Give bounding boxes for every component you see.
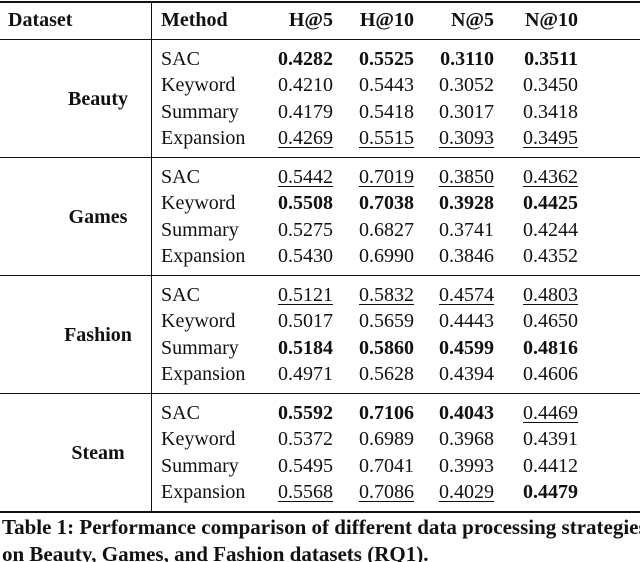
metric-value: 0.5568 xyxy=(278,481,333,504)
metric-value: 0.4244 xyxy=(523,218,578,241)
metric-value: 0.6827 xyxy=(359,218,414,241)
metric-value: 0.4443 xyxy=(439,310,494,333)
method-name: Summary xyxy=(161,454,239,477)
metric-value: 0.3968 xyxy=(439,428,494,451)
method-name: Expansion xyxy=(161,245,246,268)
metric-value: 0.5515 xyxy=(359,127,414,150)
metric-value: 0.4803 xyxy=(523,284,578,306)
metric-value: 0.3450 xyxy=(523,74,578,97)
metric-value: 0.4599 xyxy=(439,336,494,359)
column-header: H@10 xyxy=(359,9,414,31)
dataset-name: Fashion xyxy=(64,324,132,346)
method-name: Summary xyxy=(161,218,239,241)
method-name: Summary xyxy=(161,100,239,123)
column-header: Dataset xyxy=(8,9,73,31)
metric-value: 0.5430 xyxy=(278,245,333,268)
metric-value: 0.4425 xyxy=(523,192,578,215)
column-header: N@5 xyxy=(450,9,494,31)
metric-value: 0.4029 xyxy=(439,481,494,504)
metric-value: 0.4412 xyxy=(523,454,578,477)
header-rule xyxy=(0,39,640,41)
method-name: SAC xyxy=(161,48,200,70)
metric-value: 0.4650 xyxy=(523,310,578,333)
metric-value: 0.6990 xyxy=(359,245,414,268)
method-name: SAC xyxy=(161,284,200,306)
metric-value: 0.5495 xyxy=(278,454,333,477)
metric-value: 0.7038 xyxy=(359,192,414,215)
metric-value: 0.5121 xyxy=(278,284,333,306)
metric-value: 0.5832 xyxy=(359,284,414,306)
bottom-rule xyxy=(0,511,640,513)
method-name: Expansion xyxy=(161,481,246,504)
metric-value: 0.4469 xyxy=(523,402,578,424)
metric-value: 0.4479 xyxy=(523,481,578,504)
metric-value: 0.3110 xyxy=(440,48,494,70)
metric-value: 0.7019 xyxy=(359,166,414,188)
column-header: N@10 xyxy=(524,9,578,31)
metric-value: 0.5442 xyxy=(278,166,333,188)
metric-value: 0.4043 xyxy=(439,402,494,424)
method-name: Keyword xyxy=(161,74,236,97)
metric-value: 0.7041 xyxy=(359,454,414,477)
method-name: Summary xyxy=(161,336,239,359)
metric-value: 0.5659 xyxy=(359,310,414,333)
metric-value: 0.4391 xyxy=(523,428,578,451)
method-name: Keyword xyxy=(161,192,236,215)
method-name: SAC xyxy=(161,402,200,424)
metric-value: 0.7086 xyxy=(359,481,414,504)
metric-value: 0.3741 xyxy=(439,218,494,241)
metric-value: 0.3511 xyxy=(524,48,578,70)
metric-value: 0.3093 xyxy=(439,127,494,150)
metric-value: 0.5443 xyxy=(359,74,414,97)
metric-value: 0.4394 xyxy=(439,363,494,386)
metric-value: 0.5372 xyxy=(278,428,333,451)
metric-value: 0.4971 xyxy=(278,363,333,386)
column-rule xyxy=(151,1,153,513)
column-header: H@5 xyxy=(288,9,333,31)
caption: Table 1: Performance comparison of diffe… xyxy=(2,515,640,562)
metric-value: 0.5592 xyxy=(278,402,333,424)
top-rule xyxy=(0,1,640,3)
metric-value: 0.4269 xyxy=(278,127,333,150)
dataset-name: Games xyxy=(68,206,128,228)
metric-value: 0.4606 xyxy=(523,363,578,386)
metric-value: 0.5628 xyxy=(359,363,414,386)
metric-value: 0.3928 xyxy=(439,192,494,215)
group-rule xyxy=(0,275,640,277)
metric-value: 0.3017 xyxy=(439,100,494,123)
method-name: Expansion xyxy=(161,363,246,386)
group-rule xyxy=(0,393,640,395)
metric-value: 0.5017 xyxy=(278,310,333,333)
column-header: Method xyxy=(161,9,228,31)
metric-value: 0.4816 xyxy=(523,336,578,359)
metric-value: 0.5508 xyxy=(278,192,333,215)
metric-value: 0.3418 xyxy=(523,100,578,123)
metric-value: 0.3052 xyxy=(439,74,494,97)
metric-value: 0.5275 xyxy=(278,218,333,241)
metric-value: 0.3846 xyxy=(439,245,494,268)
method-name: Keyword xyxy=(161,428,236,451)
metric-value: 0.4179 xyxy=(278,100,333,123)
method-name: Expansion xyxy=(161,127,246,150)
metric-value: 0.4352 xyxy=(523,245,578,268)
metric-value: 0.5418 xyxy=(359,100,414,123)
metric-value: 0.3993 xyxy=(439,454,494,477)
metric-value: 0.4210 xyxy=(278,74,333,97)
metric-value: 0.3850 xyxy=(439,166,494,188)
method-name: Keyword xyxy=(161,310,236,333)
metric-value: 0.5525 xyxy=(359,48,414,70)
dataset-name: Beauty xyxy=(68,88,128,110)
metric-value: 0.4282 xyxy=(278,48,333,70)
metric-value: 0.3495 xyxy=(523,127,578,150)
method-name: SAC xyxy=(161,166,200,188)
metric-value: 0.5184 xyxy=(278,336,333,359)
metric-value: 0.7106 xyxy=(359,402,414,424)
metric-value: 0.6989 xyxy=(359,428,414,451)
dataset-name: Steam xyxy=(71,442,125,464)
group-rule xyxy=(0,157,640,159)
metric-value: 0.4574 xyxy=(439,284,494,306)
metric-value: 0.4362 xyxy=(523,166,578,188)
metric-value: 0.5860 xyxy=(359,336,414,359)
